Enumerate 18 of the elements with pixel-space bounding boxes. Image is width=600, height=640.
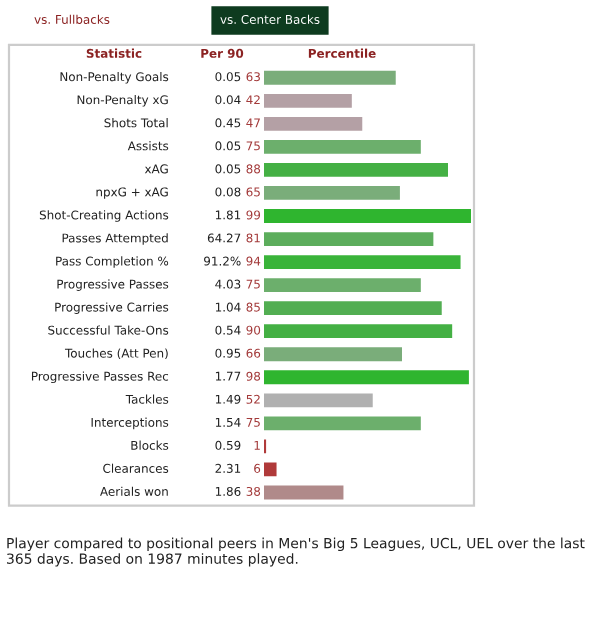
bar xyxy=(264,93,352,108)
bar xyxy=(264,70,396,85)
bar xyxy=(264,232,434,246)
bar xyxy=(264,462,277,477)
bar xyxy=(264,116,363,131)
bar xyxy=(264,324,453,339)
bar xyxy=(264,416,421,431)
bar xyxy=(264,485,344,500)
bar xyxy=(264,393,373,408)
bar xyxy=(264,186,400,200)
bar xyxy=(264,209,471,223)
bar xyxy=(264,370,469,385)
bar xyxy=(264,139,421,154)
bar xyxy=(264,278,421,293)
bar xyxy=(264,301,442,316)
bar xyxy=(264,255,461,269)
bar xyxy=(264,163,448,177)
bar xyxy=(264,347,402,362)
